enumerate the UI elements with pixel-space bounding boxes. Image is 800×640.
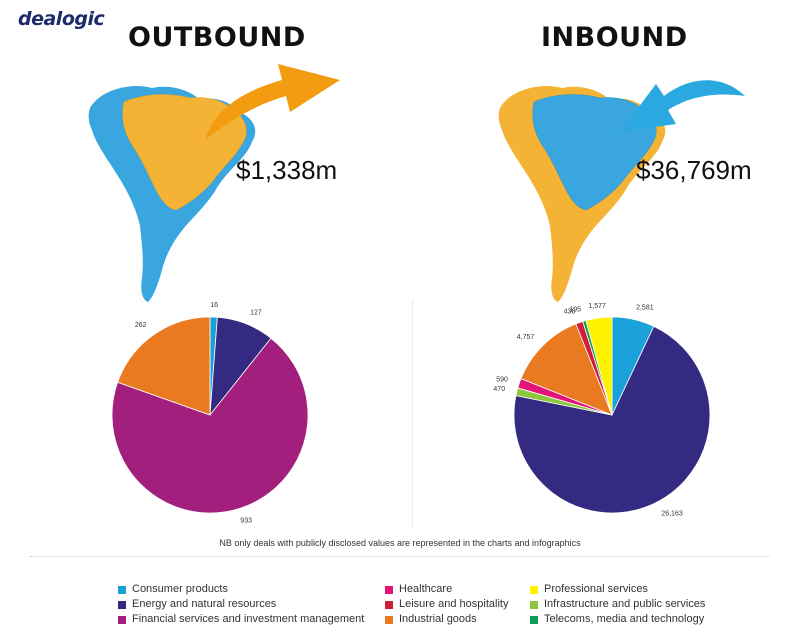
legend-item-financial-services: Financial services and investment manage…: [118, 612, 364, 627]
inbound-amount: $36,769m: [636, 155, 752, 185]
legend-swatch: [118, 615, 126, 624]
inbound-label-industrial-goods: 4,757: [517, 334, 535, 341]
legend-item-industrial-goods: Industrial goods: [385, 612, 508, 627]
inbound-slice-professional-services: [585, 316, 613, 416]
disclosure-note: NB only deals with publicly disclosed va…: [219, 538, 581, 548]
legend-item-leisure: Leisure and hospitality: [385, 597, 508, 612]
legend-item-infrastructure: Infrastructure and public services: [530, 597, 705, 612]
legend-label: Leisure and hospitality: [399, 598, 509, 610]
inbound-label-leisure-and-hospitality: 436: [564, 308, 576, 315]
legend-label: Consumer products: [132, 583, 228, 595]
inbound-heading: INBOUND: [541, 22, 688, 53]
legend-label: Energy and natural resources: [132, 598, 277, 610]
legend-item-healthcare: Healthcare: [385, 582, 508, 597]
legend-label: Professional services: [544, 583, 648, 595]
inbound-slice-energy-and-natural-resources: [513, 325, 711, 514]
outbound-slice-industrial-goods: [117, 316, 211, 416]
inbound-label-telecoms-media-and-technology: 195: [569, 307, 581, 314]
note-divider: [30, 556, 770, 557]
legend-swatch: [385, 585, 393, 594]
legend-swatch: [385, 600, 393, 609]
legend-label: Industrial goods: [399, 613, 477, 625]
dealogic-logo: dealogic: [18, 8, 105, 30]
inbound-label-consumer-products: 2,581: [636, 305, 654, 312]
inbound-label-energy-and-natural-resources: 26,163: [661, 510, 683, 517]
legend-label: Telecoms, media and technology: [544, 613, 705, 625]
outbound-amount: $1,338m: [236, 155, 338, 185]
legend-swatch: [530, 585, 538, 594]
inbound-label-healthcare: 590: [496, 376, 508, 383]
legend-item-energy: Energy and natural resources: [118, 597, 364, 612]
legend-swatch: [385, 615, 393, 624]
legend-column-1: Consumer products Energy and natural res…: [118, 582, 364, 627]
outbound-label-consumer-products: 16: [210, 302, 218, 309]
outbound-heading: OUTBOUND: [128, 22, 306, 53]
outbound-label-energy-and-natural-resources: 127: [250, 310, 262, 317]
inbound-label-infrastructure-and-public-services: 470: [493, 386, 505, 393]
outbound-pie-chart: 16 127 933 262: [111, 302, 309, 525]
outbound-slice-financial-services-and-investment-management: [111, 337, 309, 514]
legend-item-professional-services: Professional services: [530, 582, 705, 597]
legend-item-consumer-products: Consumer products: [118, 582, 364, 597]
legend-label: Infrastructure and public services: [544, 598, 706, 610]
inbound-arrow-icon: [620, 80, 745, 132]
legend-swatch: [118, 600, 126, 609]
legend-swatch: [530, 615, 538, 624]
inbound-slice-industrial-goods: [520, 323, 613, 416]
legend-item-telecoms: Telecoms, media and technology: [530, 612, 705, 627]
legend-swatch: [118, 585, 126, 594]
legend-label: Financial services and investment manage…: [132, 613, 365, 625]
chart-divider: [412, 300, 413, 530]
outbound-label-financial-services-and-investment-management: 933: [240, 518, 252, 525]
outbound-arrow-icon: [205, 64, 340, 140]
legend-column-2: Healthcare Leisure and hospitality Indus…: [385, 582, 508, 627]
legend-swatch: [530, 600, 538, 609]
outbound-label-industrial-goods: 262: [135, 322, 147, 329]
inbound-label-professional-services: 1,577: [588, 303, 606, 310]
legend-column-3: Professional services Infrastructure and…: [530, 582, 705, 627]
legend-label: Healthcare: [399, 583, 453, 595]
